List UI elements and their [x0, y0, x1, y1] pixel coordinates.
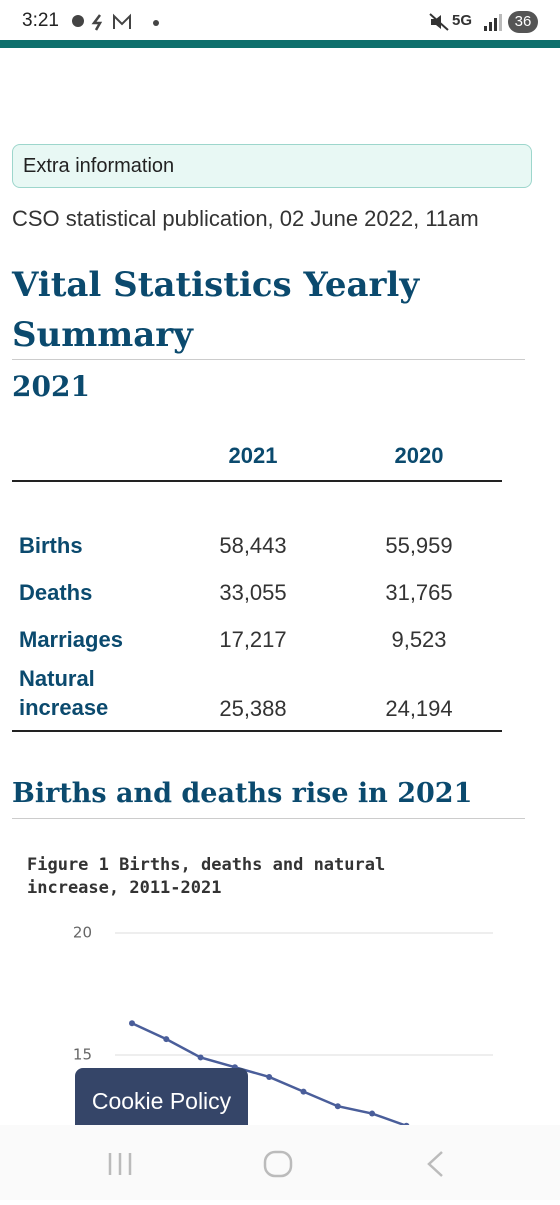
nav-bar — [0, 1125, 560, 1200]
subtitle: 2021 — [12, 370, 90, 403]
point — [369, 1110, 376, 1117]
row-header: Marriages — [19, 627, 123, 652]
point — [300, 1088, 307, 1095]
row-header: Deaths — [19, 580, 93, 605]
point — [334, 1103, 341, 1110]
divider — [12, 818, 525, 819]
table-row: Natural increase 25,388 24,194 — [12, 663, 502, 732]
point — [197, 1054, 204, 1061]
header-row: 2021 2020 — [12, 432, 502, 482]
table-row: Births 58,443 55,959 — [12, 522, 502, 569]
publication-line: CSO statistical publication, 02 June 202… — [12, 206, 479, 231]
point — [403, 1122, 410, 1125]
point — [163, 1036, 170, 1043]
cell: 33,055 — [219, 579, 287, 605]
y-tick-label: 20 — [73, 924, 92, 942]
back[interactable] — [427, 1151, 443, 1177]
network: 5G — [452, 12, 473, 29]
app-bar — [0, 40, 560, 48]
table-row: Marriages 17,217 9,523 — [12, 616, 502, 663]
clock: 3:21 — [22, 10, 59, 31]
cell: 55,959 — [385, 532, 453, 558]
section-heading: Births and deaths rise in 2021 — [12, 778, 473, 809]
row-header: Natural increase — [12, 663, 170, 732]
divider — [12, 359, 525, 360]
cookie-policy-button[interactable]: Cookie Policy — [75, 1068, 248, 1125]
mute-icon — [429, 13, 449, 31]
signal-icon — [484, 14, 502, 31]
spacer-cell — [12, 481, 502, 522]
row-header: Births — [19, 533, 83, 558]
cell: 31,765 — [385, 579, 453, 605]
corner — [12, 432, 170, 482]
table-row: Deaths 33,055 31,765 — [12, 569, 502, 616]
cell: 9,523 — [391, 626, 447, 652]
spacer — [12, 481, 502, 522]
summary-table: 2021 2020 Births 58,443 55,959 Deaths 33,055… — [12, 432, 502, 732]
chart-title: Figure 1 Births, deaths and natural incr… — [27, 855, 386, 898]
extra-info-toggle[interactable]: Extra information — [12, 144, 532, 188]
y-tick-label: 15 — [73, 1046, 92, 1064]
cell: 58,443 — [219, 532, 287, 558]
page-title: Vital Statistics Yearly Summary — [12, 265, 420, 355]
column-header: 2020 — [336, 432, 502, 482]
nav-icons — [108, 1150, 443, 1178]
cell: 24,194 — [336, 663, 502, 732]
home[interactable] — [263, 1150, 293, 1178]
point — [129, 1020, 135, 1027]
battery: 36 — [508, 11, 538, 33]
status-bar: 3:21 5G 36 — [0, 0, 560, 40]
point — [266, 1073, 273, 1080]
column-header: 2021 — [170, 432, 336, 482]
cell: 25,388 — [170, 663, 336, 732]
cell: 17,217 — [219, 626, 287, 652]
notification-icons — [72, 13, 159, 31]
